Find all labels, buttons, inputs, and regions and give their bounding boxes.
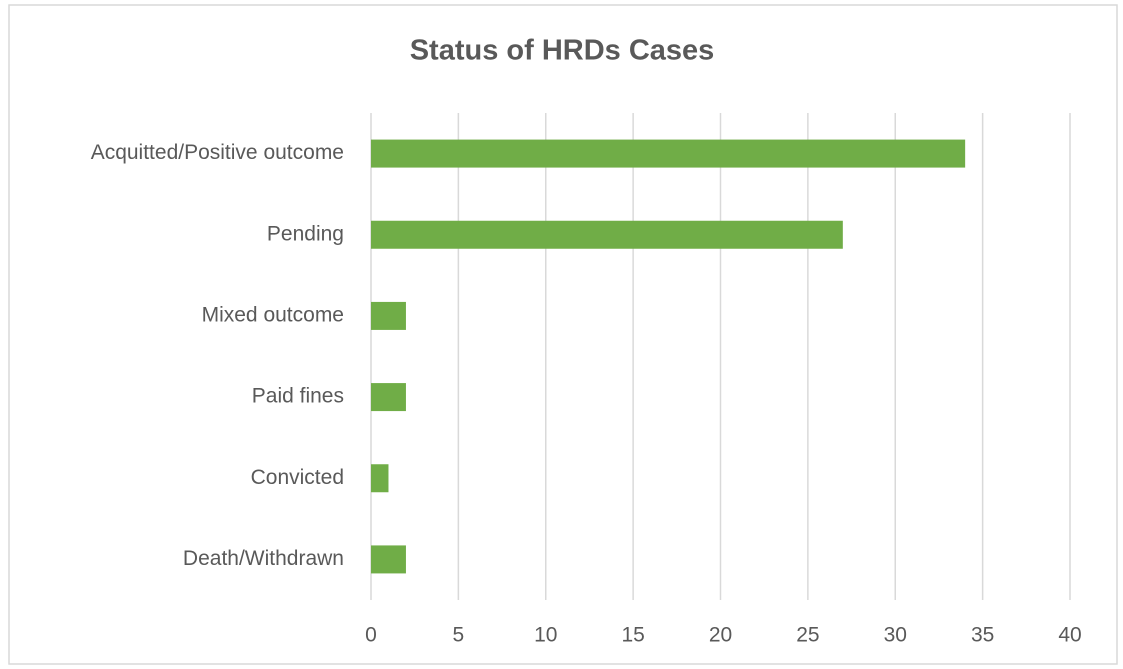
- bar: [371, 139, 966, 168]
- x-tick-label: 25: [796, 624, 819, 647]
- bar: [371, 464, 389, 493]
- x-tick-label: 10: [534, 624, 557, 647]
- y-tick-label: Mixed outcome: [202, 303, 344, 326]
- bar: [371, 545, 406, 574]
- x-tick-label: 40: [1058, 624, 1081, 647]
- y-tick-label: Pending: [267, 222, 344, 245]
- x-tick-label: 35: [971, 624, 994, 647]
- y-tick-label: Paid fines: [252, 385, 344, 408]
- y-tick-label: Acquitted/Positive outcome: [91, 141, 344, 164]
- y-tick-label: Convicted: [251, 466, 344, 489]
- x-tick-label: 5: [453, 624, 465, 647]
- chart-title: Status of HRDs Cases: [410, 35, 715, 67]
- bar: [371, 220, 843, 249]
- x-tick-label: 30: [884, 624, 907, 647]
- x-tick-label: 0: [365, 624, 377, 647]
- bar: [371, 383, 406, 412]
- bar: [371, 301, 406, 330]
- x-tick-label: 15: [621, 624, 644, 647]
- x-tick-label: 20: [709, 624, 732, 647]
- chart-border: [8, 4, 1118, 665]
- y-tick-label: Death/Withdrawn: [183, 547, 344, 570]
